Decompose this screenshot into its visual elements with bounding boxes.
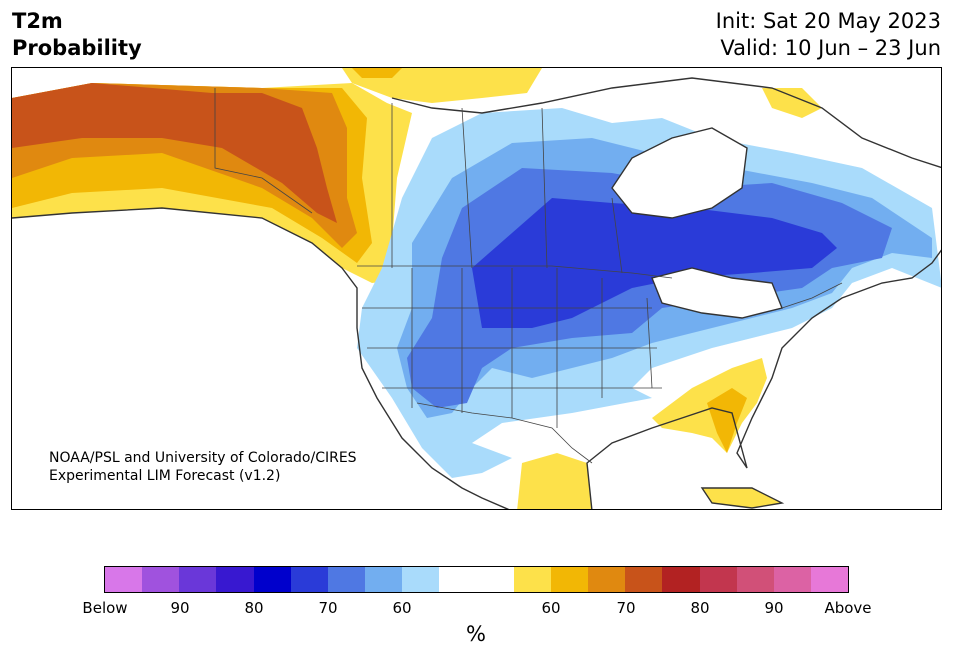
arctic-above-60 xyxy=(352,68,402,78)
colorbar-tick-70-below: 70 xyxy=(318,599,338,617)
north-america-coast xyxy=(12,207,941,509)
colorbar-tick-70-above: 70 xyxy=(616,599,636,617)
colorbar-cell-16 xyxy=(699,567,737,592)
product-label: Probability xyxy=(12,36,142,60)
colorbar-cell-4 xyxy=(253,567,291,592)
valid-date: Valid: 10 Jun – 23 Jun xyxy=(720,36,941,60)
forecast-map xyxy=(11,67,942,510)
colorbar-cell-1 xyxy=(142,567,180,592)
init-date: Init: Sat 20 May 2023 xyxy=(715,9,941,33)
colorbar-cell-19 xyxy=(810,567,849,592)
us-mexico-border xyxy=(416,402,593,464)
colorbar-cell-14 xyxy=(625,567,663,592)
coastlines xyxy=(12,77,941,509)
cuba-coast xyxy=(700,487,785,509)
chart-title: T2m Probability xyxy=(12,8,142,62)
colorbar-tick-90-below: 90 xyxy=(170,599,190,617)
political-borders xyxy=(214,88,843,464)
hudson-bay-coast xyxy=(611,127,748,219)
province-lines xyxy=(391,103,623,274)
colorbar-cell-7 xyxy=(365,567,403,592)
colorbar-cell-2 xyxy=(179,567,217,592)
probability-shading xyxy=(12,68,941,509)
date-info: Init: Sat 20 May 2023 Valid: 10 Jun – 23… xyxy=(716,8,941,62)
colorbar-cell-0 xyxy=(105,567,143,592)
credit-note: NOAA/PSL and University of Colorado/CIRE… xyxy=(49,449,357,485)
colorbar-tick-80-above: 80 xyxy=(690,599,710,617)
colorbar xyxy=(104,566,849,593)
cold-below-80 xyxy=(472,198,837,328)
state-lines xyxy=(362,268,662,428)
colorbar-cell-9 xyxy=(439,567,477,592)
colorbar-cell-12 xyxy=(550,567,589,592)
credit-line-1: NOAA/PSL and University of Colorado/CIRE… xyxy=(49,450,357,466)
colorbar-tick-80-below: 80 xyxy=(244,599,264,617)
variable-label: T2m xyxy=(12,9,63,33)
colorbar-tick-90-above: 90 xyxy=(764,599,784,617)
colorbar-cell-10 xyxy=(476,567,514,592)
us-canada-border xyxy=(357,265,843,309)
colorbar-unit: % xyxy=(466,622,486,646)
mexico-above-50 xyxy=(517,453,592,509)
colorbar-tick-above: Above xyxy=(824,599,872,617)
alaska-canada-border xyxy=(214,88,313,214)
colorbar-cell-11 xyxy=(513,567,551,592)
map-canvas xyxy=(12,68,941,509)
colorbar-cell-18 xyxy=(773,567,811,592)
colorbar-cell-13 xyxy=(588,567,626,592)
baffin-above-50 xyxy=(762,88,822,118)
colorbar-cell-8 xyxy=(402,567,440,592)
colorbar-cell-17 xyxy=(736,567,774,592)
colorbar-cell-6 xyxy=(327,567,366,592)
credit-line-2: Experimental LIM Forecast (v1.2) xyxy=(49,468,281,484)
se-above-60 xyxy=(707,388,747,453)
alaska-above-80 xyxy=(12,83,337,223)
arctic-coast xyxy=(391,77,941,169)
colorbar-cell-3 xyxy=(216,567,254,592)
colorbar-cell-15 xyxy=(662,567,700,592)
colorbar-tick-60-above: 60 xyxy=(541,599,561,617)
colorbar-tick-below: Below xyxy=(82,599,128,617)
hudson-bay xyxy=(612,128,747,218)
colorbar-tick-60-below: 60 xyxy=(392,599,412,617)
colorbar-cell-5 xyxy=(290,567,328,592)
